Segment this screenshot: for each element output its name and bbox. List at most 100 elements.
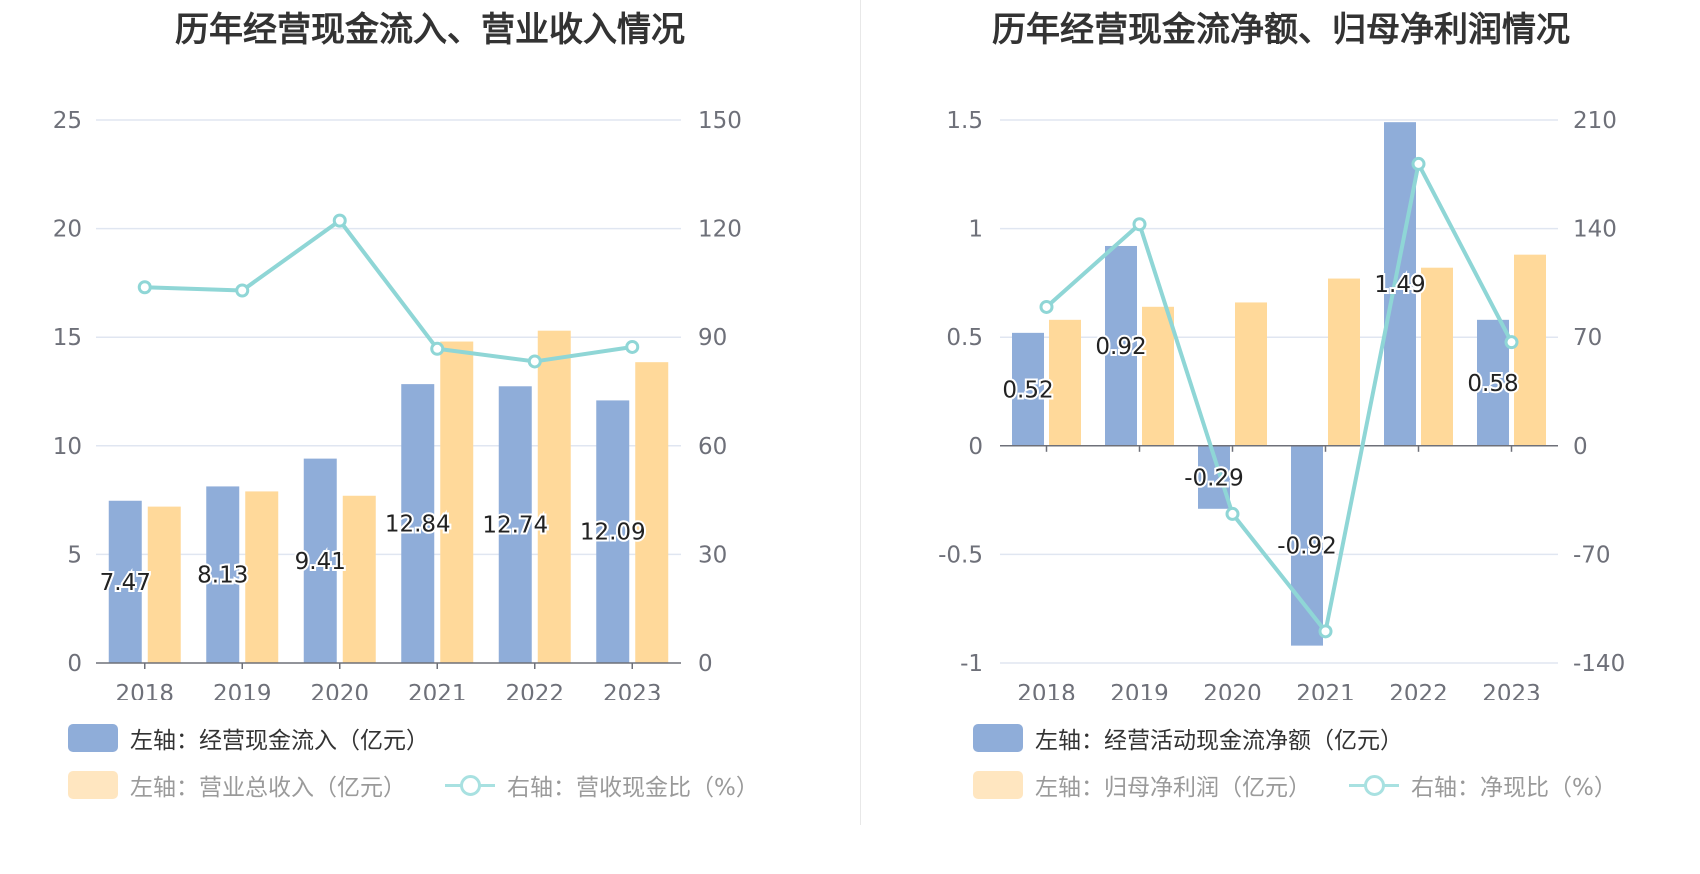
x-tick-label: 2018	[115, 681, 174, 700]
ratio-point	[1225, 506, 1240, 521]
bar-data-label: 0.52	[1002, 377, 1053, 403]
ratio-line	[1045, 161, 1514, 634]
y-right-tick-label: 60	[698, 434, 727, 460]
bar-orange	[635, 362, 669, 663]
legend-label: 左轴：归母净利润（亿元）	[1035, 775, 1311, 801]
y-left-tick-label: 1.5	[946, 108, 983, 134]
bar-blue	[596, 400, 630, 663]
legend-label: 左轴：经营活动现金流净额（亿元）	[1035, 728, 1403, 754]
y-left-tick-label: 0	[968, 434, 983, 460]
bar-blue	[498, 386, 532, 663]
x-tick-label: 2019	[213, 681, 272, 700]
legend-swatch-line-icon	[1349, 771, 1399, 799]
legend-item-revenue[interactable]: 左轴：营业总收入（亿元）	[68, 765, 406, 805]
y-left-tick-label: 0.5	[946, 325, 983, 351]
y-right-tick-label: 70	[1573, 325, 1602, 351]
y-left-tick-label: 25	[53, 108, 82, 134]
legend-swatch-bar-orange	[973, 771, 1023, 799]
bar-orange	[440, 341, 474, 663]
x-tick-label: 2020	[1203, 681, 1262, 700]
ratio-point	[1411, 156, 1426, 171]
ratio-point	[235, 283, 250, 298]
legend-swatch-bar-blue	[973, 724, 1023, 752]
ratio-point	[625, 339, 640, 354]
legend-swatch-line-icon	[445, 771, 495, 799]
chart-plot-left: 0 5 10 15 20 25 0 30 60 90 120 150 2018 2019 2020 2021 2…	[53, 108, 742, 700]
x-tick-label: 2018	[1017, 681, 1076, 700]
y-right-tick-label: 120	[698, 217, 742, 243]
bar-orange	[1421, 267, 1453, 446]
bar-data-label: 12.09	[580, 520, 646, 546]
chart-panel-left: 历年经营现金流入、营业收入情况 0 5 10 15 20 25 0 30 60 90 120 150 2…	[0, 10, 860, 805]
bar-orange	[1235, 302, 1267, 446]
legend-right-row1: 左轴：经营活动现金流净额（亿元）	[862, 718, 1700, 758]
ratio-point	[430, 341, 445, 356]
x-tick-label: 2022	[1389, 681, 1448, 700]
bar-orange	[1142, 306, 1174, 446]
legend-right-row2: 左轴：归母净利润（亿元） 右轴：净现比（%）	[862, 765, 1700, 805]
y-right-tick-label: -70	[1573, 542, 1611, 568]
bar-data-label: 7.47	[100, 570, 151, 596]
ratio-point	[527, 354, 542, 369]
bar-data-label: -0.29	[1184, 465, 1244, 491]
y-left-tick-label: 10	[53, 434, 82, 460]
ratio-point	[137, 280, 152, 295]
bar-blue	[303, 458, 337, 663]
ratio-point	[1132, 217, 1147, 232]
legend-item-ratio[interactable]: 右轴：营收现金比（%）	[445, 765, 759, 805]
legend-label: 左轴：经营现金流入（亿元）	[130, 728, 429, 754]
y-right-tick-label: -140	[1573, 651, 1625, 677]
y-right-tick-label: 210	[1573, 108, 1617, 134]
ratio-point	[1318, 624, 1333, 639]
bar-orange	[147, 506, 181, 663]
bar-orange	[1049, 319, 1081, 446]
bar-data-label: 0.92	[1095, 334, 1146, 360]
y-right-tick-label: 90	[698, 325, 727, 351]
x-tick-label: 2021	[408, 681, 467, 700]
bar-blue	[1291, 445, 1323, 646]
y-right-tick-label: 150	[698, 108, 742, 134]
panel-divider	[860, 0, 861, 825]
chart-title-left: 历年经营现金流入、营业收入情况	[175, 10, 685, 50]
y-left-tick-label: 15	[53, 325, 82, 351]
bar-blue	[401, 384, 435, 663]
y-left-tick-label: 1	[968, 217, 983, 243]
y-right-tick-label: 140	[1573, 217, 1617, 243]
bar-orange	[1328, 278, 1360, 446]
ratio-point	[332, 213, 347, 228]
legend-item-inflow[interactable]: 左轴：经营现金流入（亿元）	[68, 718, 429, 758]
bar-blue	[1012, 332, 1044, 446]
legend-label: 右轴：营收现金比（%）	[507, 775, 759, 801]
chart-plot-right: -1 -0.5 0 0.5 1 1.5 -140 -70 0 70 140 210 2018 2019 20…	[938, 108, 1625, 700]
legend-swatch-bar-blue	[68, 724, 118, 752]
bar-data-label: 12.74	[482, 513, 548, 539]
bar-orange	[342, 495, 376, 663]
x-tick-label: 2020	[310, 681, 369, 700]
bar-orange	[245, 491, 279, 663]
y-left-tick-label: -0.5	[938, 542, 983, 568]
bar-blue	[108, 500, 142, 663]
ratio-point	[1504, 335, 1519, 350]
x-tick-label: 2021	[1296, 681, 1355, 700]
y-left-tick-label: 5	[67, 542, 82, 568]
bar-data-label: -0.92	[1277, 534, 1337, 560]
x-tick-label: 2022	[505, 681, 564, 700]
ratio-line	[144, 218, 633, 364]
legend-item-net-cashflow[interactable]: 左轴：经营活动现金流净额（亿元）	[973, 718, 1403, 758]
legend-item-net-profit[interactable]: 左轴：归母净利润（亿元）	[973, 765, 1311, 805]
legend-swatch-bar-orange	[68, 771, 118, 799]
legend-left-row1: 左轴：经营现金流入（亿元）	[0, 718, 860, 758]
y-left-tick-label: 20	[53, 217, 82, 243]
y-left-tick-label: -1	[960, 651, 983, 677]
chart-panel-right: 历年经营现金流净额、归母净利润情况 -1 -0.5 0 0.5 1 1.5 -140 -70 0…	[862, 0, 1700, 874]
y-right-tick-label: 30	[698, 542, 727, 568]
bar-blue	[1105, 245, 1137, 446]
legend-item-net-ratio[interactable]: 右轴：净现比（%）	[1349, 765, 1617, 805]
legend-label: 右轴：净现比（%）	[1411, 775, 1617, 801]
ratio-point	[1039, 299, 1054, 314]
bar-data-label: 0.58	[1467, 371, 1518, 397]
x-tick-label: 2023	[1482, 681, 1541, 700]
bar-orange	[1514, 254, 1546, 446]
chart-title-right: 历年经营现金流净额、归母净利润情况	[992, 10, 1570, 50]
x-tick-label: 2019	[1110, 681, 1169, 700]
